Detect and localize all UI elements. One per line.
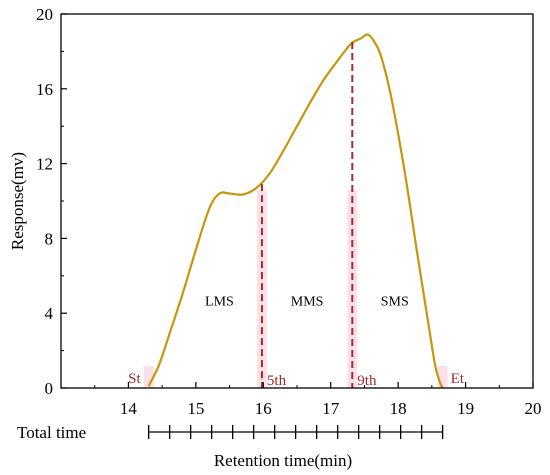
divider-lines: [260, 42, 354, 388]
divider-shading: [143, 190, 448, 388]
endpoint-shade: [437, 366, 448, 388]
divider-label: 5th: [267, 373, 287, 389]
region-label: SMS: [381, 295, 409, 310]
y-tick-label: 12: [36, 155, 53, 174]
x-tick-label: 20: [525, 399, 542, 418]
annotations: LMS MMS SMS St Et 5th 9th: [128, 295, 465, 389]
y-tick-label: 20: [36, 5, 53, 24]
x-tick-label: 15: [187, 399, 204, 418]
axis-labels: 14 15 16 17 18 19 20 0 4 8 12 16 20: [36, 5, 542, 418]
x-tick-label: 14: [120, 399, 138, 418]
endpoint-shade: [143, 366, 154, 388]
total-time-label: Total time: [17, 423, 86, 442]
divider-label: 9th: [357, 373, 377, 389]
plot-frame: [60, 13, 534, 389]
chromatogram-curve: [147, 33, 444, 389]
y-tick-label: 4: [45, 304, 54, 323]
x-tick-label: 19: [457, 399, 474, 418]
region-label: LMS: [205, 295, 234, 310]
end-label: Et: [451, 371, 465, 387]
region-label: MMS: [291, 295, 324, 310]
start-label: St: [128, 371, 141, 387]
total-time-axis: Total time: [17, 423, 444, 442]
y-tick-label: 8: [45, 229, 54, 248]
x-tick-label: 17: [322, 399, 340, 418]
axis-ticks: [61, 13, 534, 389]
y-tick-label: 16: [36, 80, 53, 99]
x-tick-label: 18: [390, 399, 407, 418]
x-axis-title: Retention time(min): [214, 451, 352, 470]
y-tick-label: 0: [45, 379, 54, 398]
y-axis-title: Response(mv): [8, 152, 27, 250]
x-tick-label: 16: [255, 399, 272, 418]
